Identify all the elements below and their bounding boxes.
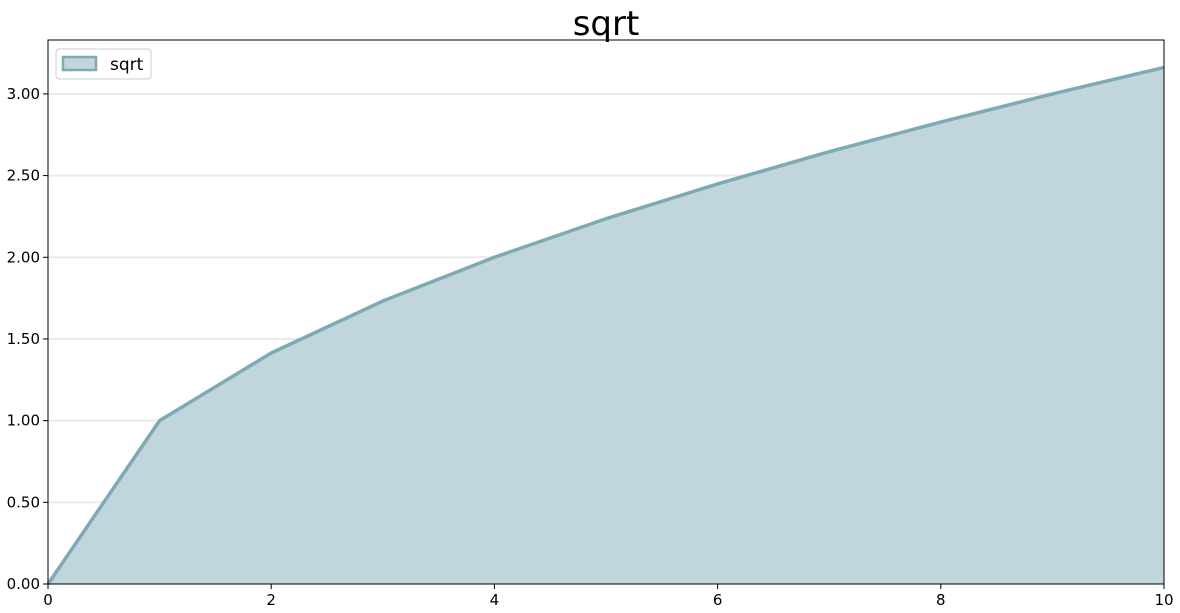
x-tick-label: 0 — [43, 591, 53, 609]
y-axis: 0.00 0.50 1.00 1.50 2.00 2.50 3.00 — [7, 85, 48, 593]
area-fill — [48, 67, 1164, 584]
x-tick-label: 8 — [936, 591, 946, 609]
x-axis: 0 2 4 6 8 10 — [43, 584, 1174, 609]
area-line — [46, 65, 1165, 585]
y-tick-label: 1.00 — [7, 412, 40, 430]
x-tick-label: 10 — [1154, 591, 1173, 609]
legend[interactable]: sqrt — [55, 48, 152, 80]
x-tick-label: 2 — [266, 591, 276, 609]
legend-label-sqrt: sqrt — [110, 55, 144, 75]
chart-title: sqrt — [573, 4, 640, 44]
area-series — [46, 65, 1165, 585]
y-tick-label: 0.50 — [7, 493, 40, 511]
y-tick-label: 2.00 — [7, 248, 40, 266]
x-tick-label: 6 — [713, 591, 723, 609]
y-tick-label: 0.00 — [7, 575, 40, 593]
x-tick-label: 4 — [490, 591, 500, 609]
y-tick-label: 3.00 — [7, 85, 40, 103]
y-tick-label: 2.50 — [7, 167, 40, 185]
y-tick-label: 1.50 — [7, 330, 40, 348]
plot-frame — [47, 39, 1165, 585]
legend-swatch — [61, 55, 98, 72]
